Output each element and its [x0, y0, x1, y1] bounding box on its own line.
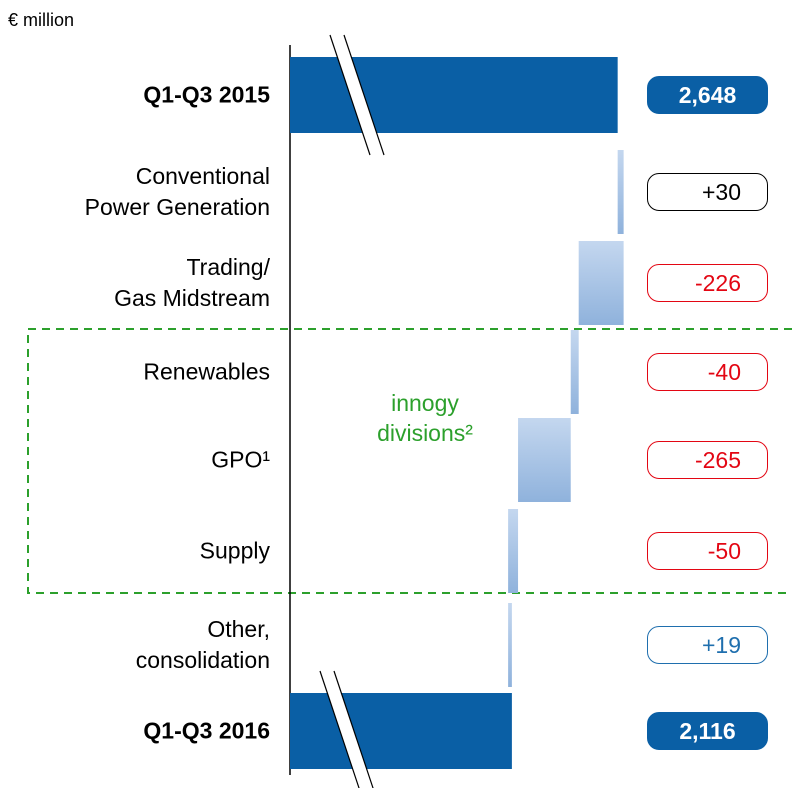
axis-break-line	[333, 670, 374, 788]
value-label: +19	[647, 626, 768, 664]
category-label: Q1-Q3 2016	[143, 717, 270, 744]
category-label: Q1-Q3 2015	[143, 81, 270, 108]
axis-break	[320, 671, 373, 788]
annotation: innogy divisions²	[377, 390, 473, 446]
value-label: -265	[647, 441, 768, 479]
delta-bar	[518, 418, 571, 502]
category-label: Conventional Power Generation	[84, 163, 270, 220]
unit-label: € million	[8, 10, 75, 30]
total-bar	[290, 57, 618, 133]
delta-bar	[508, 603, 512, 687]
value-label: -40	[647, 353, 768, 391]
value-label: +30	[647, 173, 768, 211]
category-label: Supply	[199, 537, 270, 564]
delta-bar	[508, 509, 519, 593]
delta-bar	[570, 330, 579, 414]
value-label: 2,648	[647, 76, 768, 114]
category-label: Other, consolidation	[135, 616, 270, 673]
delta-bar	[617, 150, 624, 234]
axis-break-line	[329, 34, 371, 156]
axis-break-line	[343, 34, 385, 156]
value-label: -226	[647, 264, 768, 302]
axis-break	[330, 35, 384, 155]
axis-break-line	[319, 670, 360, 788]
delta-bar	[578, 241, 624, 325]
group-box	[27, 328, 792, 594]
value-label: -50	[647, 532, 768, 570]
value-label: 2,116	[647, 712, 768, 750]
category-label: GPO¹	[211, 446, 270, 473]
total-bar	[290, 693, 512, 769]
category-label: Trading/ Gas Midstream	[114, 254, 270, 311]
category-label: Renewables	[143, 358, 270, 385]
